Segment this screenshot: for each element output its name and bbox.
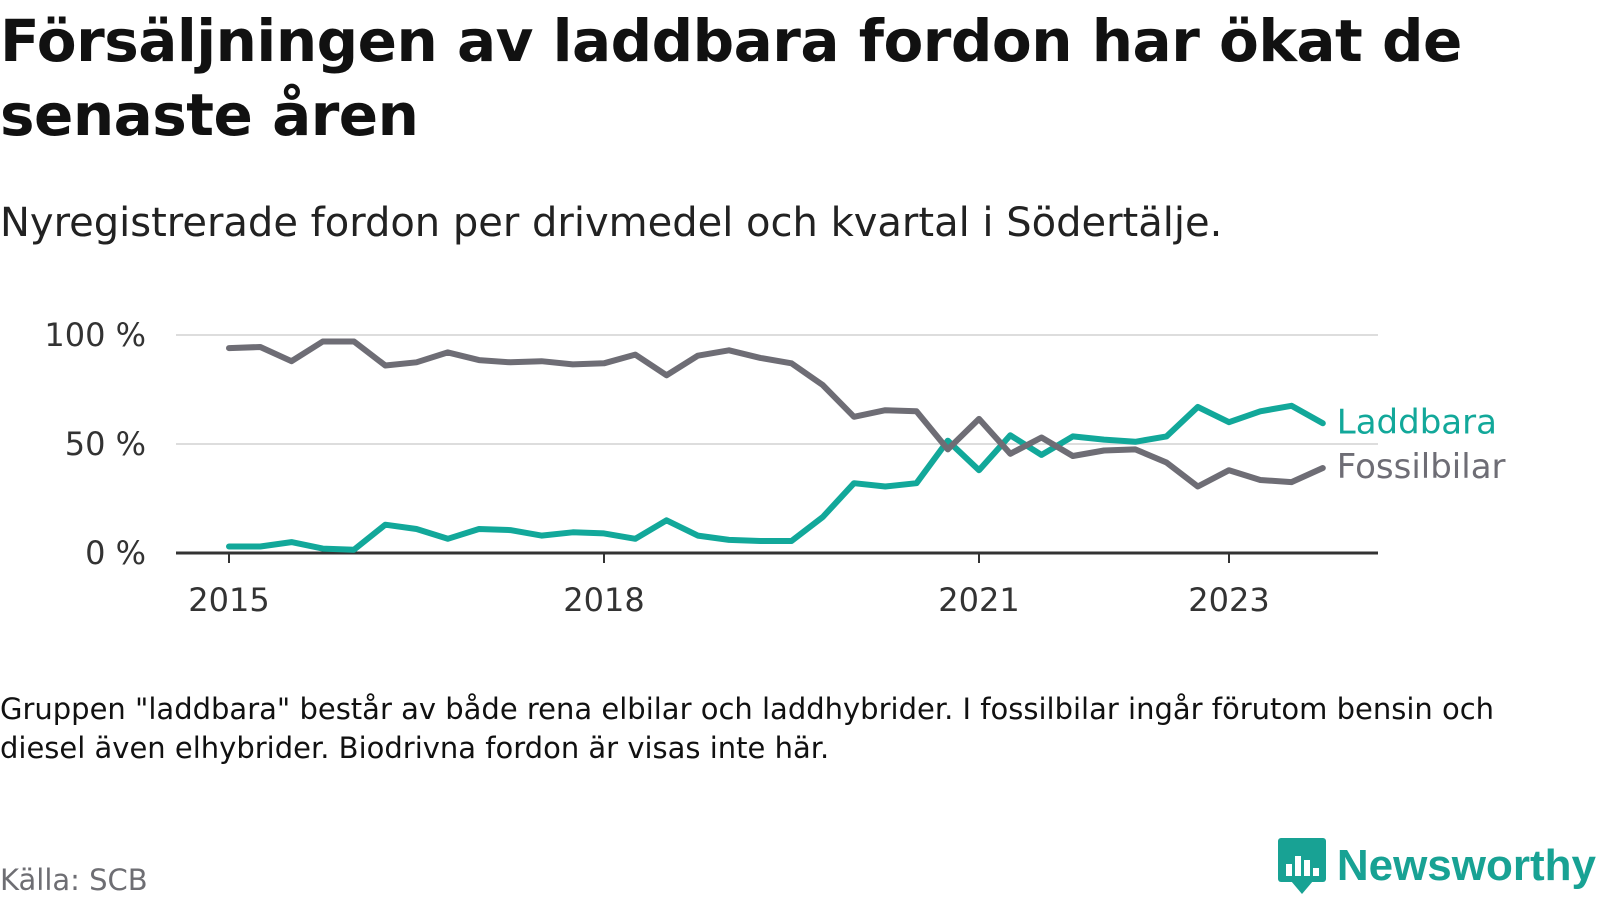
source-credit: Källa: SCB — [0, 863, 148, 897]
x-tick-label: 2023 — [1188, 581, 1269, 619]
series-label-fossilbilar: Fossilbilar — [1337, 447, 1506, 487]
chart-subtitle: Nyregistrerade fordon per drivmedel och … — [0, 200, 1223, 246]
newsworthy-logo-icon — [1277, 838, 1326, 894]
series-line-fossilbilar — [226, 338, 1326, 490]
brand-name: Newsworthy — [1336, 841, 1596, 890]
y-tick-label: 0 % — [85, 534, 146, 572]
chart-title: Försäljningen av laddbara fordon har öka… — [0, 7, 1462, 149]
line-chart: 0 % 50 % 100 % 2015 2018 2021 2023 Laddbara Foss… — [44, 316, 1506, 619]
newsworthy-logo[interactable]: Newsworthy — [1277, 838, 1596, 894]
x-tick-label: 2015 — [188, 581, 269, 619]
series-line-laddbara — [226, 402, 1326, 553]
chart-note: Gruppen "laddbara" består av både rena e… — [0, 692, 1495, 765]
y-tick-label: 100 % — [44, 316, 146, 354]
series-label-laddbara: Laddbara — [1337, 402, 1497, 442]
x-tick-label: 2021 — [938, 581, 1019, 619]
y-tick-label: 50 % — [65, 425, 146, 463]
x-tick-label: 2018 — [563, 581, 644, 619]
